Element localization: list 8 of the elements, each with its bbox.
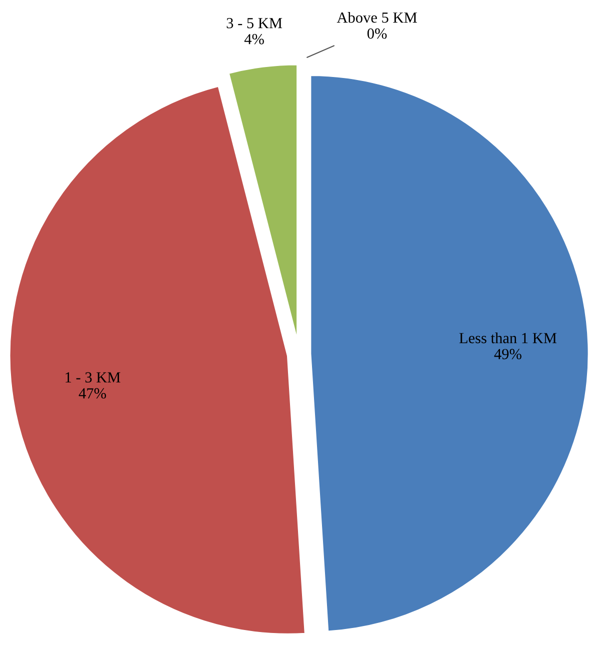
- data-label: 4%: [244, 34, 264, 44]
- slice-label: 3 - 5 KM: [226, 18, 282, 28]
- data-label: 49%: [494, 348, 522, 360]
- slice-label: 1 - 3 KM: [66, 372, 120, 383]
- category-label: Above 5 KM: [336, 12, 417, 23]
- text: 0%: [367, 28, 387, 39]
- data-label: 47%: [78, 388, 106, 399]
- slice-label: Less than 1 KM: [459, 332, 556, 344]
